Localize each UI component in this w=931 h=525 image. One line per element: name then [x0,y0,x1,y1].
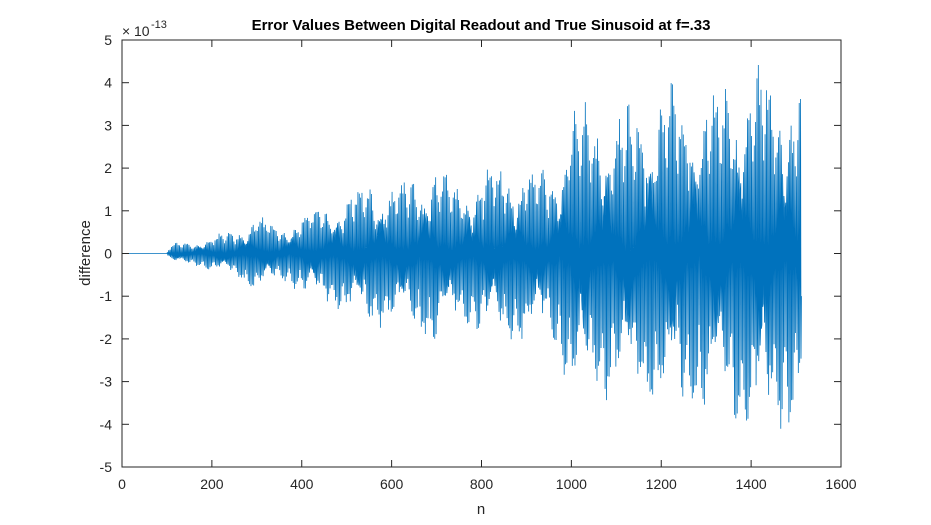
series-line [122,64,802,429]
y-tick-label: 0 [104,246,112,262]
y-tick-label: 5 [104,32,112,48]
y-tick-label: -3 [100,374,113,390]
x-tick-label: 0 [118,476,126,492]
y-exponent-label: × 10 -13 [122,19,167,39]
y-tick-label: 2 [104,160,112,176]
series-layer [122,64,802,429]
ticks-layer: 0 200 400 600 800 1000 1200 1400 1600 -5 -4 -3 -2 -1 0… [100,32,857,492]
x-tick-label: 1600 [825,476,856,492]
y-tick-label: -1 [100,288,113,304]
x-tick-label: 1400 [736,476,767,492]
x-tick-label: 600 [380,476,404,492]
y-tick-label: -4 [100,416,113,432]
chart-title: Error Values Between Digital Readout and… [252,17,711,34]
y-tick-label: 1 [104,203,112,219]
y-exponent-times: × [122,23,130,39]
y-tick-label: -2 [100,331,113,347]
x-tick-label: 400 [290,476,314,492]
y-exponent-power: -13 [151,19,167,31]
x-tick-label: 800 [470,476,494,492]
x-axis-label: n [477,501,485,518]
y-axis-label: difference [77,220,94,286]
x-tick-label: 200 [200,476,224,492]
x-tick-label: 1200 [646,476,677,492]
y-tick-label: -5 [100,459,113,475]
y-tick-label: 4 [104,75,112,91]
y-tick-label: 3 [104,117,112,133]
y-exponent-base: 10 [134,23,150,39]
x-tick-label: 1000 [556,476,587,492]
